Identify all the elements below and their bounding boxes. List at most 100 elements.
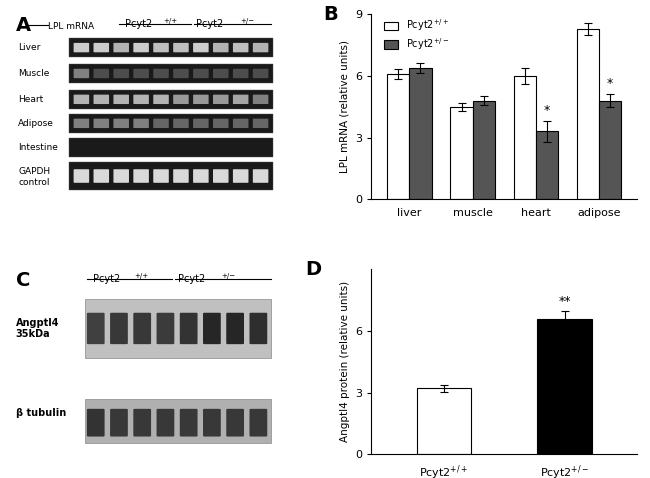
FancyBboxPatch shape [253, 43, 268, 52]
Bar [387, 74, 410, 199]
Text: GAPDH
control: GAPDH control [18, 167, 51, 186]
FancyBboxPatch shape [253, 69, 268, 78]
FancyBboxPatch shape [253, 95, 268, 104]
FancyBboxPatch shape [173, 169, 188, 183]
FancyBboxPatch shape [94, 119, 109, 128]
FancyBboxPatch shape [110, 409, 128, 436]
Text: Adipose: Adipose [18, 119, 54, 128]
FancyBboxPatch shape [114, 169, 129, 183]
FancyBboxPatch shape [233, 43, 248, 52]
FancyBboxPatch shape [173, 43, 188, 52]
FancyBboxPatch shape [69, 38, 273, 57]
FancyBboxPatch shape [250, 409, 267, 436]
Text: C: C [16, 271, 30, 290]
FancyBboxPatch shape [153, 119, 169, 128]
FancyBboxPatch shape [253, 119, 268, 128]
FancyBboxPatch shape [153, 69, 169, 78]
Y-axis label: Angptl4 protein (relative units): Angptl4 protein (relative units) [340, 281, 350, 442]
FancyBboxPatch shape [69, 90, 273, 109]
Text: Pcyt2: Pcyt2 [93, 274, 120, 284]
FancyBboxPatch shape [133, 69, 149, 78]
FancyBboxPatch shape [193, 43, 209, 52]
FancyBboxPatch shape [193, 69, 209, 78]
FancyBboxPatch shape [153, 169, 169, 183]
FancyBboxPatch shape [133, 169, 149, 183]
Bar [417, 389, 471, 454]
FancyBboxPatch shape [233, 95, 248, 104]
FancyBboxPatch shape [84, 399, 270, 443]
FancyBboxPatch shape [233, 169, 248, 183]
FancyBboxPatch shape [69, 114, 273, 132]
FancyBboxPatch shape [226, 409, 244, 436]
FancyBboxPatch shape [133, 313, 151, 344]
Text: B: B [324, 5, 339, 24]
FancyBboxPatch shape [157, 313, 174, 344]
Text: *: * [544, 104, 550, 117]
FancyBboxPatch shape [153, 95, 169, 104]
FancyBboxPatch shape [193, 119, 209, 128]
Bar [410, 68, 432, 199]
FancyBboxPatch shape [69, 162, 273, 190]
Text: +/−: +/− [222, 273, 235, 279]
FancyBboxPatch shape [213, 95, 229, 104]
FancyBboxPatch shape [203, 313, 221, 344]
FancyBboxPatch shape [73, 43, 89, 52]
Bar [538, 319, 592, 454]
FancyBboxPatch shape [69, 138, 273, 157]
Bar [473, 100, 495, 199]
FancyBboxPatch shape [133, 119, 149, 128]
FancyBboxPatch shape [94, 69, 109, 78]
FancyBboxPatch shape [250, 313, 267, 344]
Text: *: * [607, 77, 613, 90]
Text: +/+: +/+ [163, 18, 177, 24]
FancyBboxPatch shape [153, 43, 169, 52]
FancyBboxPatch shape [193, 169, 209, 183]
FancyBboxPatch shape [133, 43, 149, 52]
FancyBboxPatch shape [94, 169, 109, 183]
FancyBboxPatch shape [173, 69, 188, 78]
Bar [599, 100, 621, 199]
FancyBboxPatch shape [73, 95, 89, 104]
FancyBboxPatch shape [226, 313, 244, 344]
Bar [536, 131, 558, 199]
FancyBboxPatch shape [213, 119, 229, 128]
Text: Intestine: Intestine [18, 143, 58, 152]
FancyBboxPatch shape [193, 95, 209, 104]
FancyBboxPatch shape [133, 95, 149, 104]
FancyBboxPatch shape [253, 169, 268, 183]
Text: Pcyt2: Pcyt2 [196, 19, 224, 29]
Text: LPL mRNA: LPL mRNA [47, 22, 94, 31]
FancyBboxPatch shape [114, 95, 129, 104]
Bar [514, 76, 536, 199]
FancyBboxPatch shape [173, 95, 188, 104]
FancyBboxPatch shape [173, 119, 188, 128]
FancyBboxPatch shape [94, 43, 109, 52]
FancyBboxPatch shape [73, 69, 89, 78]
Text: A: A [16, 16, 31, 35]
FancyBboxPatch shape [213, 69, 229, 78]
FancyBboxPatch shape [94, 95, 109, 104]
FancyBboxPatch shape [87, 409, 105, 436]
FancyBboxPatch shape [233, 69, 248, 78]
Text: **: ** [558, 295, 571, 308]
FancyBboxPatch shape [133, 409, 151, 436]
Text: β tubulin: β tubulin [16, 408, 66, 418]
Text: Angptl4
35kDa: Angptl4 35kDa [16, 318, 59, 339]
FancyBboxPatch shape [73, 169, 89, 183]
FancyBboxPatch shape [213, 43, 229, 52]
Bar [577, 29, 599, 199]
Text: Liver: Liver [18, 43, 41, 52]
FancyBboxPatch shape [84, 299, 270, 358]
FancyBboxPatch shape [180, 409, 198, 436]
FancyBboxPatch shape [87, 313, 105, 344]
Text: D: D [305, 260, 321, 279]
FancyBboxPatch shape [73, 119, 89, 128]
Text: Muscle: Muscle [18, 69, 49, 78]
Text: +/−: +/− [240, 18, 254, 24]
Text: Heart: Heart [18, 95, 44, 104]
FancyBboxPatch shape [69, 64, 273, 83]
FancyBboxPatch shape [110, 313, 128, 344]
Text: Pcyt2: Pcyt2 [125, 19, 151, 29]
Text: +/+: +/+ [134, 273, 148, 279]
FancyBboxPatch shape [233, 119, 248, 128]
